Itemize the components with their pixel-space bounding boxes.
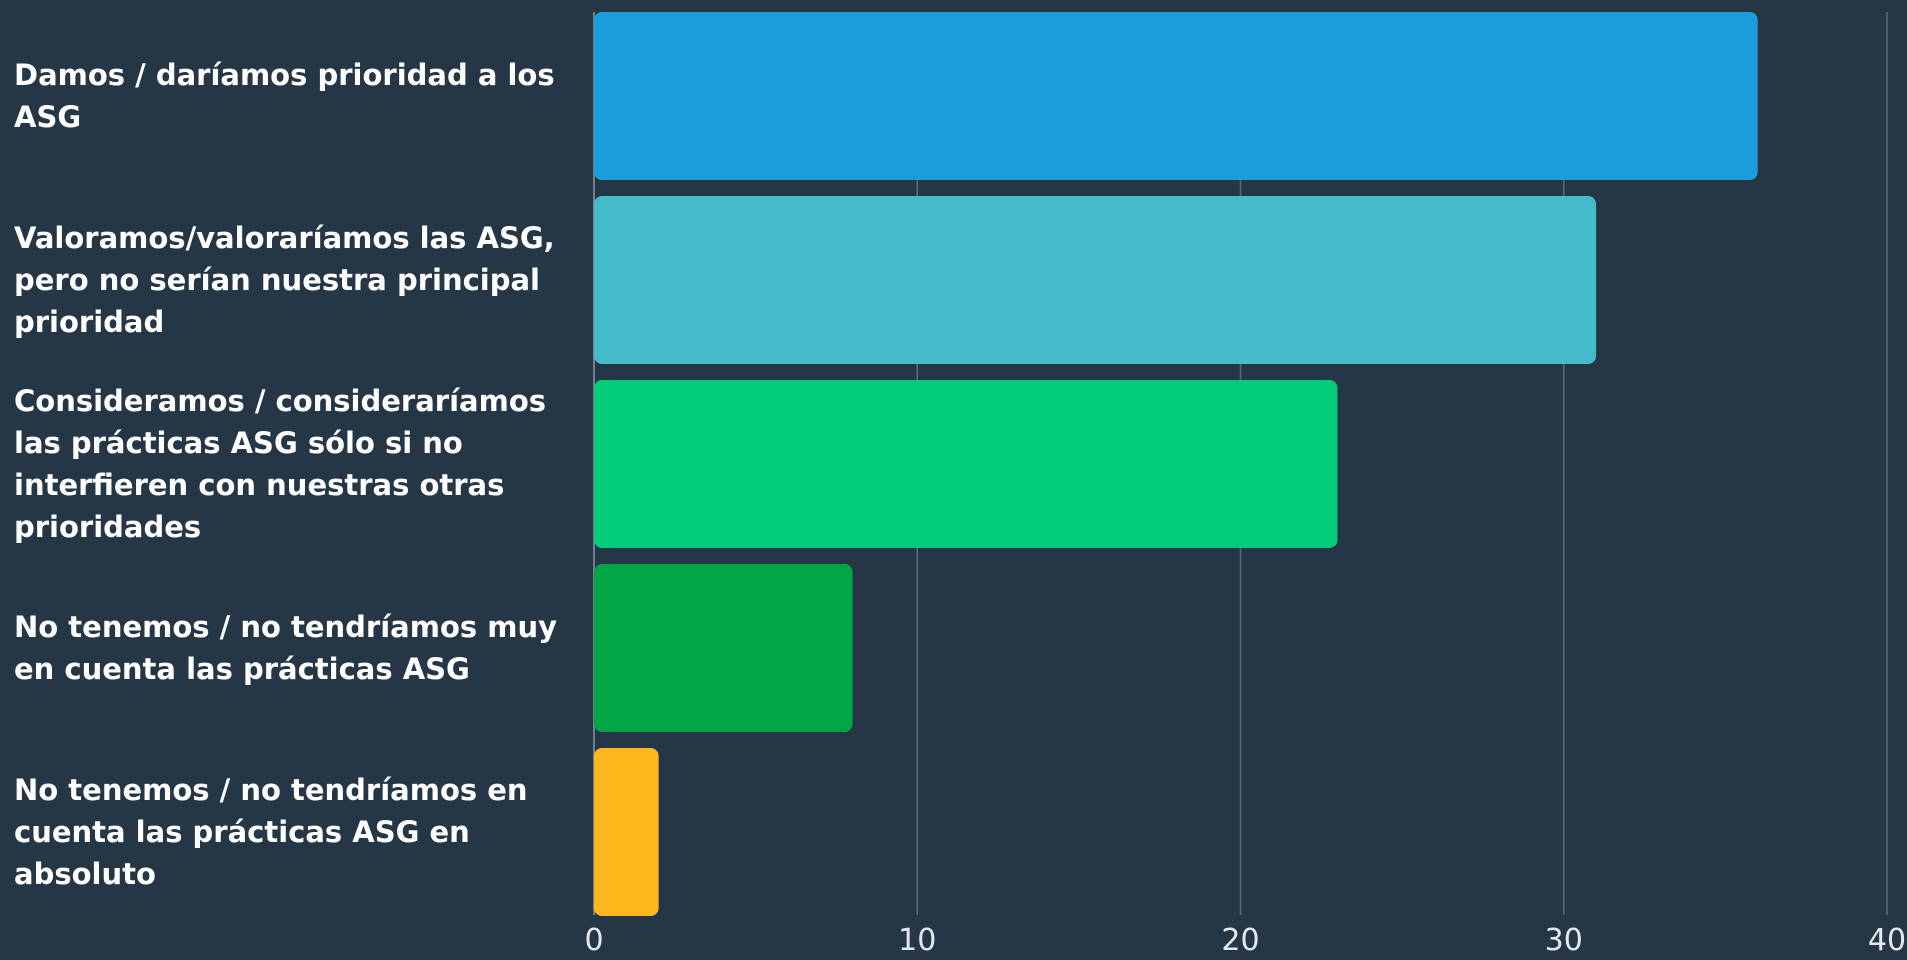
x-tick-label: 10	[898, 923, 936, 958]
x-tick-label: 0	[584, 923, 603, 958]
x-tick-label: 40	[1868, 923, 1906, 958]
bar	[594, 380, 1338, 548]
bar	[594, 12, 1758, 180]
x-tick-label: 20	[1221, 923, 1259, 958]
category-label: Consideramos / consideraríamos las práct…	[14, 384, 547, 544]
category-label: No tenemos / no tendríamos en cuenta las…	[14, 773, 528, 891]
x-tick-label: 30	[1545, 923, 1583, 958]
bar	[594, 748, 659, 916]
bar	[594, 564, 853, 732]
category-label: No tenemos / no tendríamos muy en cuenta…	[14, 610, 557, 686]
bar	[594, 196, 1597, 364]
category-label: Valoramos/valoraríamos las ASG, pero no …	[14, 221, 555, 339]
category-label: Damos / daríamos prioridad a los ASG	[14, 58, 555, 134]
